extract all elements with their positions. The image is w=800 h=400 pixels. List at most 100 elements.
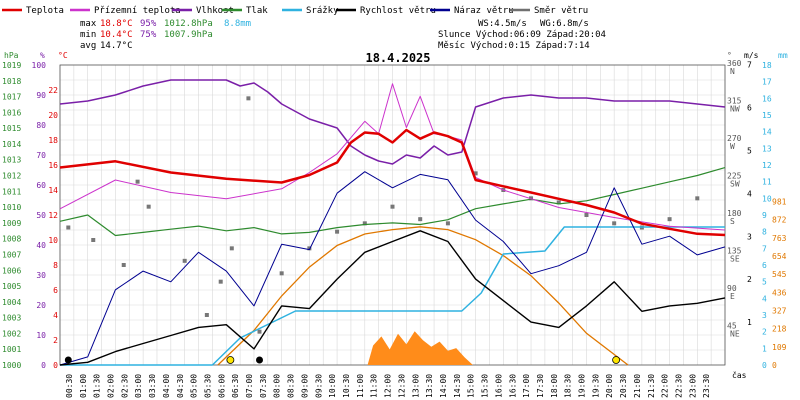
rain-tick-label: 109	[772, 343, 787, 352]
stats-panel: max 18.8°C 95% 1012.8hPa 8.8mm min 10.4°…	[80, 19, 606, 51]
wind-tick-label: 5	[747, 147, 752, 156]
solar-tick-label: 18	[762, 61, 772, 70]
temperature-tick-label: 2	[53, 336, 58, 345]
wind-direction-point	[473, 171, 478, 176]
x-tick-label: 16:00	[494, 374, 503, 398]
wind-tick-label: 2	[747, 275, 752, 284]
pressure-tick-label: 1011	[2, 187, 21, 196]
stat-max-press: 1012.8hPa	[164, 19, 213, 29]
direction-tick-label: 360	[727, 59, 742, 68]
x-tick-label: 08:00	[273, 374, 282, 398]
legend-label: Rychlost větru	[360, 6, 436, 16]
solar-tick-label: 11	[762, 178, 772, 187]
wind-direction-point	[556, 200, 561, 205]
x-tick-label: 02:30	[120, 374, 129, 398]
temperature-tick-label: 6	[53, 286, 58, 295]
x-tick-label: 15:30	[481, 374, 490, 398]
pressure-tick-label: 1014	[2, 140, 21, 149]
x-tick-label: 18:30	[564, 374, 573, 398]
direction-tick-label: SW	[730, 180, 740, 189]
x-tick-label: 20:30	[619, 374, 628, 398]
temperature-tick-label: 8	[53, 261, 58, 270]
x-tick-label: 11:00	[356, 374, 365, 398]
wind-tick-label: 7	[747, 61, 752, 70]
legend-label: Teplota	[26, 6, 64, 16]
x-tick-label: 17:00	[522, 374, 531, 398]
humidity-tick-label: 70	[36, 151, 46, 160]
solar-tick-label: 4	[762, 294, 767, 303]
x-tick-label: 14:00	[439, 374, 448, 398]
direction-tick-label: W	[730, 142, 735, 151]
solar-tick-label: 0	[762, 361, 767, 370]
stat-max-rain: 8.8mm	[224, 19, 251, 29]
x-tick-label: 07:00	[245, 374, 254, 398]
legend-label: Směr větru	[534, 6, 588, 16]
plot-area	[59, 79, 726, 366]
wind-direction-point	[612, 221, 617, 226]
x-tick-label: 19:30	[591, 374, 600, 398]
x-tick-label: 02:00	[106, 374, 115, 398]
solar-tick-label: 1	[762, 344, 767, 353]
temperature-line	[59, 128, 726, 237]
legend-label: Náraz větru	[454, 6, 514, 16]
stat-min-press: 1007.9hPa	[164, 30, 213, 40]
stat-min-label: min	[80, 30, 96, 40]
pressure-tick-label: 1015	[2, 124, 21, 133]
wind-direction-point	[66, 225, 71, 230]
x-tick-label: 15:00	[467, 374, 476, 398]
solar-tick-label: 2	[762, 328, 767, 337]
solar-tick-label: 10	[762, 194, 772, 203]
pressure-tick-label: 1001	[2, 345, 21, 354]
x-tick-label: 01:00	[79, 374, 88, 398]
humidity-tick-label: 90	[36, 91, 46, 100]
rain-tick-label: 218	[772, 325, 787, 334]
rain-tick-label: 327	[772, 307, 787, 316]
x-tick-label: 22:00	[661, 374, 670, 398]
humidity-tick-label: 20	[36, 301, 46, 310]
pressure-tick-label: 1004	[2, 298, 21, 307]
x-tick-label: 19:00	[578, 374, 587, 398]
legend-label: Srážky	[306, 6, 339, 16]
x-tick-label: 06:00	[217, 374, 226, 398]
solar-tick-label: 17	[762, 78, 772, 87]
x-tick-label: 10:30	[342, 374, 351, 398]
stat-sun: Slunce Východ:06:09 Západ:20:04	[438, 30, 606, 40]
pressure-tick-label: 1008	[2, 235, 21, 244]
grid	[59, 64, 726, 366]
wind-axis-label: m/s	[744, 51, 759, 60]
x-tick-label: 07:30	[259, 374, 268, 398]
pressure-tick-label: 1003	[2, 314, 21, 323]
wind-direction-point	[204, 313, 209, 317]
moon-marker	[64, 356, 72, 364]
temperature-axis-label: °C	[58, 51, 68, 60]
pressure-tick-label: 1010	[2, 203, 21, 212]
x-tick-label: 18:00	[550, 374, 559, 398]
temperature-tick-label: 18	[48, 136, 58, 145]
wind-direction-point	[182, 258, 187, 263]
solar-line	[217, 226, 629, 366]
humidity-tick-label: 0	[41, 361, 46, 370]
stat-min-hum: 75%	[140, 30, 157, 40]
wind-direction-point	[307, 246, 312, 251]
wind-direction-point	[418, 217, 423, 222]
wind-direction-point	[279, 271, 284, 276]
x-tick-label: 04:00	[162, 374, 171, 398]
wind-direction-point	[445, 221, 450, 226]
x-tick-label: 13:30	[425, 374, 434, 398]
sun-marker	[612, 356, 621, 364]
stat-wind: WS:4.5m/s	[478, 19, 527, 29]
direction-tick-label: 135	[727, 247, 742, 256]
rain-tick-label: 654	[772, 252, 787, 261]
x-tick-label: 23:30	[702, 374, 711, 398]
direction-tick-label: 90	[727, 284, 737, 293]
wind-tick-label: 3	[747, 232, 752, 241]
humidity-tick-label: 80	[36, 121, 46, 130]
legend-label: Přízemní teplota	[94, 6, 181, 16]
pressure-tick-label: 1002	[2, 329, 21, 338]
x-tick-label: 21:00	[633, 374, 642, 398]
wind-direction-point	[390, 204, 395, 209]
rain-tick-label: 545	[772, 270, 787, 279]
pressure-tick-label: 1005	[2, 282, 21, 291]
direction-tick-label: 225	[727, 172, 742, 181]
